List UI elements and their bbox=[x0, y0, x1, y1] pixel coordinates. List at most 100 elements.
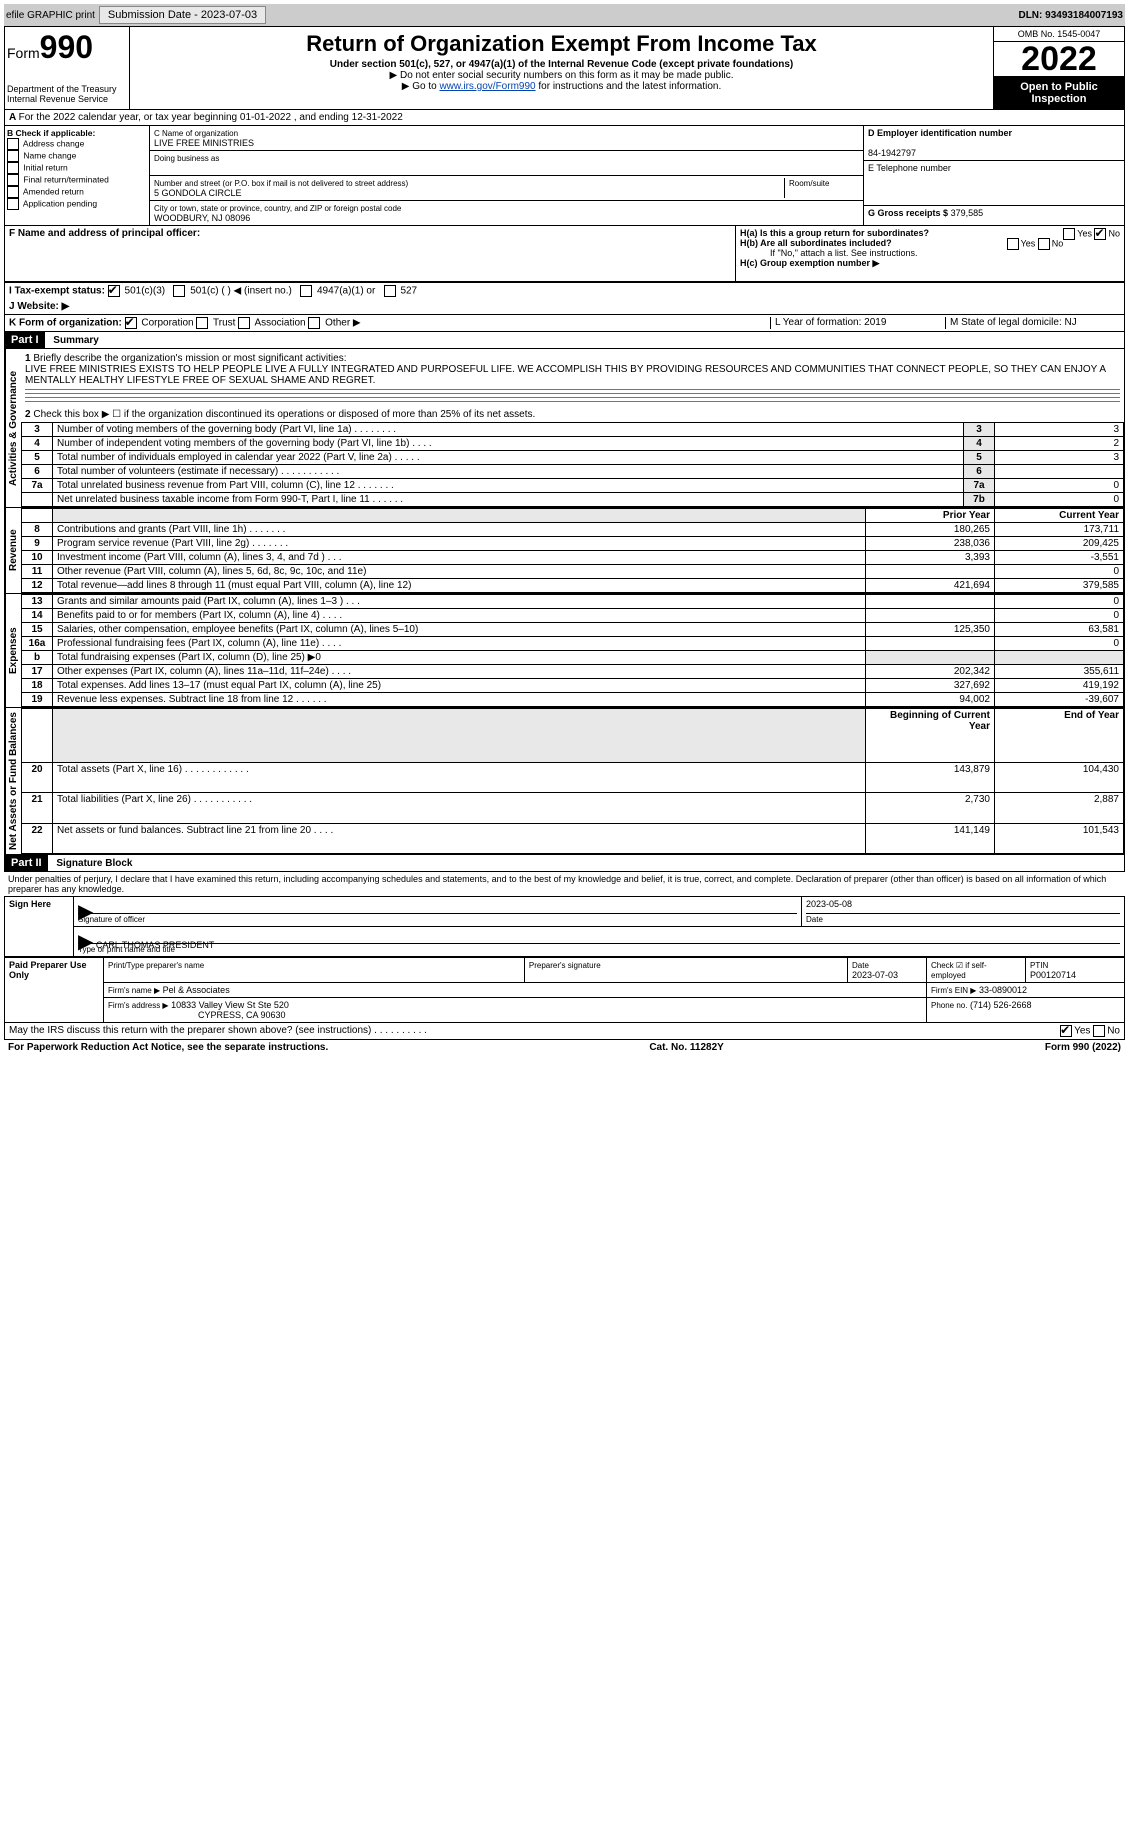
dba-label: Doing business as bbox=[154, 154, 219, 163]
sign-here-label: Sign Here bbox=[5, 897, 74, 957]
line-value: 3 bbox=[995, 451, 1124, 465]
opt-address: Address change bbox=[23, 138, 84, 148]
ha-yes[interactable] bbox=[1063, 228, 1075, 240]
firm-addr: 10833 Valley View St Ste 520 bbox=[171, 1000, 289, 1010]
activities-governance: Activities & Governance 1 Briefly descri… bbox=[4, 349, 1125, 508]
form-subtitle: Under section 501(c), 527, or 4947(a)(1)… bbox=[136, 59, 987, 70]
cb-trust[interactable] bbox=[196, 317, 208, 329]
line-no: 9 bbox=[22, 537, 53, 551]
col-current: Current Year bbox=[995, 509, 1124, 523]
cb-corp[interactable] bbox=[125, 317, 137, 329]
line-text: Benefits paid to or for members (Part IX… bbox=[53, 609, 866, 623]
opt-name: Name change bbox=[23, 150, 76, 160]
ha-no[interactable] bbox=[1094, 228, 1106, 240]
discuss-yes-cb[interactable] bbox=[1060, 1025, 1072, 1037]
line-text: Total number of individuals employed in … bbox=[53, 451, 964, 465]
hb-label: H(b) Are all subordinates included? bbox=[740, 238, 892, 248]
ein-value: 84-1942797 bbox=[868, 148, 916, 158]
line-box: 6 bbox=[964, 465, 995, 479]
opt-trust: Trust bbox=[213, 318, 235, 329]
hb-no[interactable] bbox=[1038, 238, 1050, 250]
line-text: Total expenses. Add lines 13–17 (must eq… bbox=[53, 679, 866, 693]
ptin-value: P00120714 bbox=[1030, 970, 1076, 980]
current-val: 355,611 bbox=[995, 665, 1124, 679]
date-label: Date bbox=[806, 915, 823, 924]
current-val: 379,585 bbox=[995, 579, 1124, 593]
dln-label: DLN: 93493184007193 bbox=[1018, 10, 1123, 21]
hb-yes[interactable] bbox=[1007, 238, 1019, 250]
box-j: J Website: ▶ bbox=[4, 299, 1125, 315]
prep-sig-label: Preparer's signature bbox=[529, 961, 601, 970]
box-b-label: B Check if applicable: bbox=[7, 128, 95, 138]
cb-501c[interactable] bbox=[173, 285, 185, 297]
checkbox-pending[interactable] bbox=[7, 198, 19, 210]
line-no: 15 bbox=[22, 623, 53, 637]
prior-val: 2,730 bbox=[866, 793, 995, 823]
paid-preparer-label: Paid Preparer Use Only bbox=[5, 958, 104, 1023]
q1-label: Briefly describe the organization's miss… bbox=[33, 353, 346, 364]
revenue-section: Revenue Prior Year Current Year8 Contrib… bbox=[4, 508, 1125, 594]
form-org-label: K Form of organization: bbox=[9, 318, 122, 329]
discuss-no-cb[interactable] bbox=[1093, 1025, 1105, 1037]
line-text: Professional fundraising fees (Part IX, … bbox=[53, 637, 866, 651]
line-text: Contributions and grants (Part VIII, lin… bbox=[53, 523, 866, 537]
cb-501c3[interactable] bbox=[108, 285, 120, 297]
street-address: 5 GONDOLA CIRCLE bbox=[154, 188, 242, 198]
sig-date: 2023-05-08 bbox=[806, 899, 1120, 914]
checkbox-initial[interactable] bbox=[7, 162, 19, 174]
no-lbl: No bbox=[1108, 228, 1120, 238]
line-text: Revenue less expenses. Subtract line 18 … bbox=[53, 693, 866, 707]
box-deg: D Employer identification number 84-1942… bbox=[863, 126, 1124, 225]
prep-date: 2023-07-03 bbox=[852, 970, 898, 980]
part-i-header: Part I Summary bbox=[4, 332, 1125, 349]
cat-no: Cat. No. 11282Y bbox=[649, 1042, 723, 1053]
dept-irs: Internal Revenue Service bbox=[7, 94, 127, 104]
current-val: 0 bbox=[995, 565, 1124, 579]
opt-initial: Initial return bbox=[23, 162, 67, 172]
opt-527: 527 bbox=[400, 286, 417, 297]
current-val: -39,607 bbox=[995, 693, 1124, 707]
line-no: 6 bbox=[22, 465, 53, 479]
gross-label: G Gross receipts $ bbox=[868, 208, 948, 218]
opt-corp: Corporation bbox=[141, 318, 193, 329]
form-no: 990 bbox=[40, 29, 93, 65]
cb-4947[interactable] bbox=[300, 285, 312, 297]
checkbox-address-change[interactable] bbox=[7, 138, 19, 150]
firm-phone: (714) 526-2668 bbox=[970, 1000, 1032, 1010]
current-val: 419,192 bbox=[995, 679, 1124, 693]
tax-status-label: I Tax-exempt status: bbox=[9, 286, 105, 297]
ein-label: D Employer identification number bbox=[868, 128, 1012, 138]
line-text: Number of voting members of the governin… bbox=[53, 423, 964, 437]
opt-amended: Amended return bbox=[23, 186, 84, 196]
line-no: 8 bbox=[22, 523, 53, 537]
cb-other[interactable] bbox=[308, 317, 320, 329]
form-title: Return of Organization Exempt From Incom… bbox=[136, 31, 987, 57]
gross-value: 379,585 bbox=[951, 208, 984, 218]
period-text: For the 2022 calendar year, or tax year … bbox=[19, 112, 403, 123]
irs-link[interactable]: www.irs.gov/Form990 bbox=[439, 81, 535, 92]
line-box: 7b bbox=[964, 493, 995, 507]
klm-row: K Form of organization: Corporation Trus… bbox=[4, 315, 1125, 332]
current-val: 0 bbox=[995, 595, 1124, 609]
cb-527[interactable] bbox=[384, 285, 396, 297]
checkbox-final[interactable] bbox=[7, 174, 19, 186]
box-i: I Tax-exempt status: 501(c)(3) 501(c) ( … bbox=[4, 282, 1125, 299]
line-no: 20 bbox=[22, 763, 53, 793]
line-no: 17 bbox=[22, 665, 53, 679]
firm-addr2: CYPRESS, CA 90630 bbox=[108, 1010, 286, 1020]
prior-val bbox=[866, 565, 995, 579]
pra-notice: For Paperwork Reduction Act Notice, see … bbox=[8, 1042, 328, 1053]
vtab-revenue: Revenue bbox=[5, 508, 21, 593]
checkbox-amended[interactable] bbox=[7, 186, 19, 198]
line-no: 5 bbox=[22, 451, 53, 465]
self-employed: Check ☑ if self-employed bbox=[931, 961, 987, 980]
tax-year: 2022 bbox=[994, 42, 1124, 77]
line-text: Grants and similar amounts paid (Part IX… bbox=[53, 595, 866, 609]
prior-val: 125,350 bbox=[866, 623, 995, 637]
submission-date-button[interactable]: Submission Date - 2023-07-03 bbox=[99, 6, 266, 24]
sig-officer-label: Signature of officer bbox=[78, 915, 145, 924]
governance-table: 3 Number of voting members of the govern… bbox=[21, 422, 1124, 507]
yes-lbl2: Yes bbox=[1021, 238, 1036, 248]
checkbox-name-change[interactable] bbox=[7, 150, 19, 162]
cb-assoc[interactable] bbox=[238, 317, 250, 329]
